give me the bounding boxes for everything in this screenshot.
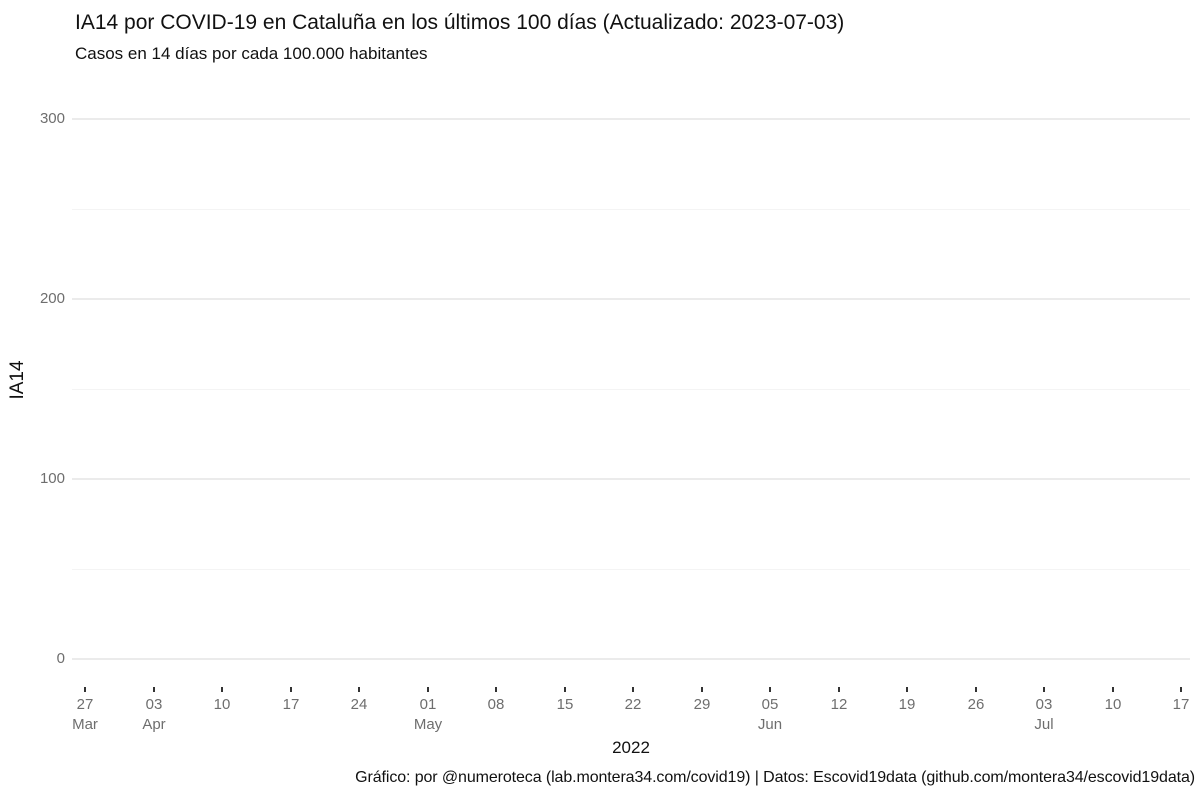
y-gridline-major: [72, 478, 1190, 480]
x-tick-mark: [906, 687, 908, 692]
x-tick-day-label: 01: [419, 696, 437, 713]
x-tick-day-label: 03: [1035, 696, 1053, 713]
x-tick-mark: [153, 687, 155, 692]
x-tick-day-label: 26: [967, 696, 985, 713]
x-axis-title-year: 2022: [612, 738, 650, 757]
x-tick-day-label: 29: [693, 696, 711, 713]
y-tick-label: 100: [39, 470, 65, 487]
y-gridline-major: [72, 658, 1190, 660]
x-tick-month-label: Jul: [1034, 716, 1054, 733]
x-tick-mark: [632, 687, 634, 692]
x-tick-day-label: 15: [556, 696, 574, 713]
x-tick-mark: [975, 687, 977, 692]
x-tick-day-label: 19: [898, 696, 916, 713]
x-tick-day-label: 03: [145, 696, 163, 713]
y-axis-title: IA14: [7, 360, 28, 400]
x-tick-day-label: 22: [624, 696, 642, 713]
plot-area: [72, 92, 1190, 686]
x-tick-month-label: May: [413, 716, 443, 733]
x-tick-mark: [495, 687, 497, 692]
y-gridline-minor: [72, 569, 1190, 570]
x-tick-mark: [358, 687, 360, 692]
x-tick-mark: [84, 687, 86, 692]
x-tick-day-label: 10: [213, 696, 231, 713]
chart-credits: Gráfico: por @numeroteca (lab.montera34.…: [355, 769, 1195, 786]
x-tick-mark: [427, 687, 429, 692]
x-tick-mark: [701, 687, 703, 692]
x-tick-mark: [290, 687, 292, 692]
y-gridline-minor: [72, 209, 1190, 210]
x-tick-day-label: 12: [830, 696, 848, 713]
y-tick-label: 200: [39, 290, 65, 307]
chart-subtitle: Casos en 14 días por cada 100.000 habita…: [75, 44, 428, 63]
x-tick-mark: [769, 687, 771, 692]
x-tick-day-label: 17: [1172, 696, 1190, 713]
x-tick-month-label: Mar: [72, 716, 98, 733]
x-tick-mark: [221, 687, 223, 692]
x-tick-mark: [564, 687, 566, 692]
x-tick-day-label: 08: [487, 696, 505, 713]
x-tick-mark: [1043, 687, 1045, 692]
y-gridline-major: [72, 118, 1190, 120]
x-tick-day-label: 10: [1104, 696, 1122, 713]
x-tick-month-label: Apr: [142, 716, 166, 733]
x-tick-day-label: 27: [76, 696, 94, 713]
x-tick-day-label: 24: [350, 696, 368, 713]
chart-title: IA14 por COVID-19 en Cataluña en los últ…: [75, 11, 845, 34]
y-gridline-minor: [72, 389, 1190, 390]
x-tick-month-label: Jun: [757, 716, 783, 733]
x-tick-day-label: 05: [761, 696, 779, 713]
y-tick-label: 300: [39, 110, 65, 127]
x-tick-day-label: 17: [282, 696, 300, 713]
y-gridline-major: [72, 298, 1190, 300]
x-tick-mark: [1112, 687, 1114, 692]
y-tick-label: 0: [56, 650, 65, 667]
x-tick-mark: [838, 687, 840, 692]
x-tick-mark: [1180, 687, 1182, 692]
